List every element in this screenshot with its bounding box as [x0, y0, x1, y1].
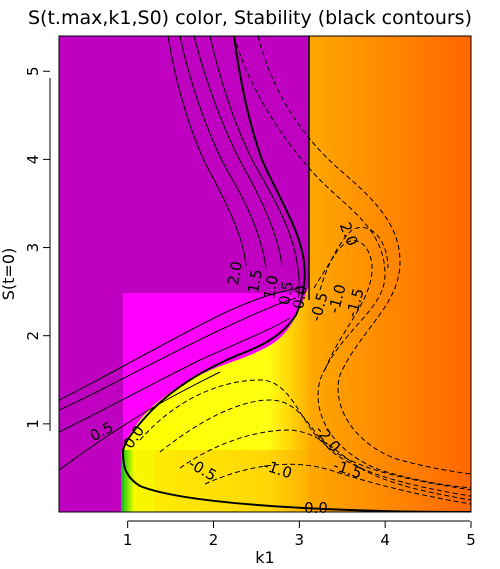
x-tick-label: 4	[380, 531, 390, 549]
plot-frame	[58, 35, 472, 513]
y-tick-label: 2	[24, 331, 42, 341]
contour-label: 1.5	[244, 268, 266, 295]
heatmap	[59, 36, 471, 512]
y-tick-label: 5	[24, 66, 42, 76]
contour-label: 0.5	[275, 280, 297, 307]
contours	[59, 36, 471, 512]
contour-solid-2p0	[167, 36, 247, 267]
contour-lower-solid-3	[59, 317, 291, 433]
contour-label: 2.0	[224, 260, 246, 287]
contour-label: 0.0	[304, 499, 328, 517]
x-axis: 1 2 3 4 5 k1	[123, 520, 476, 567]
y-tick-label: 4	[24, 155, 42, 165]
x-tick-label: 5	[466, 531, 476, 549]
contour-lower-solid-1	[59, 287, 301, 401]
chart-title: S(t.max,k1,S0) color, Stability (black c…	[28, 7, 472, 29]
contour-dashed-lower-1	[139, 379, 471, 491]
contour-zero-boundary	[121, 36, 471, 512]
contour-dashed-mid-1	[313, 240, 373, 371]
contour-dashed-lower-2	[159, 399, 471, 497]
x-tick-label: 3	[295, 531, 305, 549]
contour-label: 1.0	[260, 274, 282, 301]
contour-solid-1p5	[179, 36, 267, 269]
contour-dashed-mid-2	[319, 227, 389, 291]
y-tick-label: 1	[24, 419, 42, 429]
x-tick-label: 1	[123, 531, 133, 549]
contour-lower-solid-2	[59, 297, 297, 411]
y-axis-label: S(t=0)	[0, 248, 18, 301]
region-orange	[309, 36, 471, 512]
x-tick-label: 2	[209, 531, 219, 549]
contour-solid-1p0	[193, 36, 283, 266]
contour-solid-0p5	[209, 36, 300, 299]
y-tick-label: 3	[24, 243, 42, 253]
contour-dashed-lower-3	[179, 429, 471, 501]
contour-lower-solid-4	[59, 371, 221, 471]
y-axis: 1 2 3 4 5 S(t=0)	[0, 66, 51, 431]
x-axis-label: k1	[255, 548, 274, 567]
contour-dashed-lower-4	[204, 463, 471, 505]
region-green-fade	[135, 450, 155, 512]
contour-label: 0.0	[289, 284, 311, 311]
contour-dashed-upper-1	[233, 36, 471, 489]
